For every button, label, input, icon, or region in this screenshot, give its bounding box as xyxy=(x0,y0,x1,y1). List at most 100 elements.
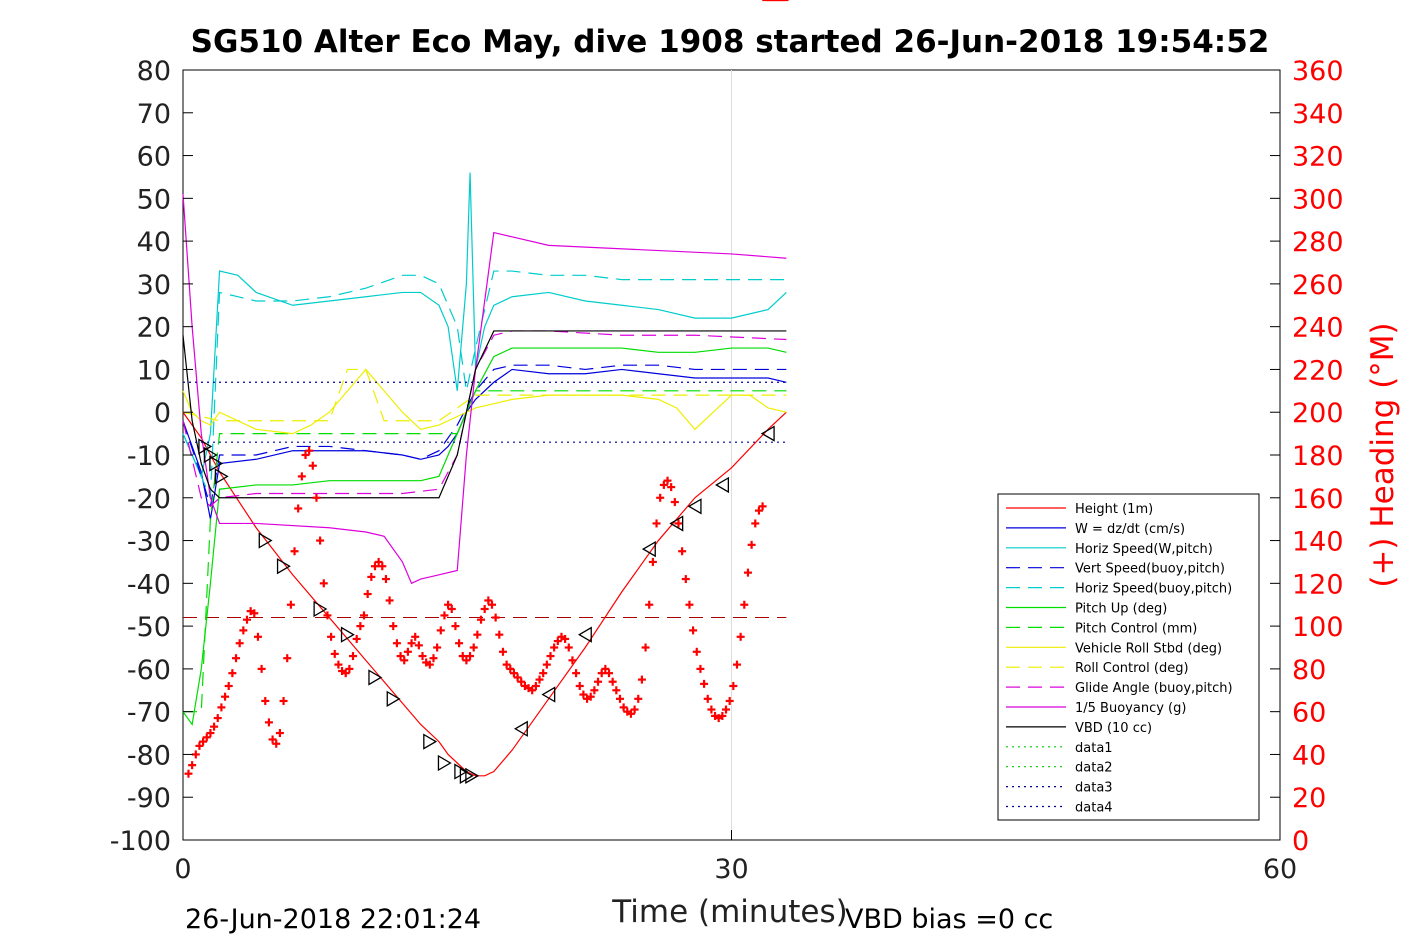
heading-point xyxy=(195,741,204,750)
heading-point xyxy=(264,718,273,727)
legend-entry: Pitch Control (mm) xyxy=(1006,621,1197,636)
legend-entry: Height (1m) xyxy=(1006,502,1153,517)
legend-label: data1 xyxy=(1075,741,1113,756)
y-tick-label: -10 xyxy=(127,441,171,472)
legend-label: data2 xyxy=(1075,761,1113,776)
heading-point xyxy=(210,722,219,731)
legend-entry: data4 xyxy=(1006,801,1113,816)
heading-point xyxy=(396,652,405,661)
heading-point xyxy=(279,696,288,705)
heading-point xyxy=(722,705,731,714)
legend-entry: Vert Speed(buoy,pitch) xyxy=(1006,562,1225,577)
legend-label: Horiz Speed(W,pitch) xyxy=(1075,542,1213,557)
depth-marker xyxy=(513,720,528,737)
heading-point xyxy=(498,647,507,656)
heading-point xyxy=(334,660,343,669)
y2-tick-label: 20 xyxy=(1292,783,1326,814)
y-tick-label: 20 xyxy=(137,313,171,344)
heading-point xyxy=(703,694,712,703)
y2-tick-label: 300 xyxy=(1292,184,1344,215)
heading-point xyxy=(659,480,668,489)
y-tick-label: -40 xyxy=(127,569,171,600)
heading-point xyxy=(531,682,540,690)
heading-point xyxy=(696,664,705,673)
heading-point xyxy=(586,692,595,701)
legend: Height (1m) W = dz/dt (cm/s) Horiz Speed(W… xyxy=(997,493,1260,821)
heading-point xyxy=(597,669,606,678)
heading-point xyxy=(286,600,295,609)
heading-point xyxy=(689,626,698,635)
heading-point xyxy=(652,519,661,528)
heading-point xyxy=(232,654,241,663)
heading-point xyxy=(433,643,442,652)
heading-point xyxy=(191,750,200,759)
series-line-4 xyxy=(182,270,787,499)
heading-point xyxy=(601,664,610,673)
heading-point xyxy=(418,652,427,661)
y-tick-label: 30 xyxy=(137,270,171,301)
y-tick-label: -70 xyxy=(127,698,171,729)
y2-tick-label: 340 xyxy=(1292,99,1344,130)
depth-marker xyxy=(258,532,273,549)
heading-point xyxy=(678,547,687,556)
heading-point xyxy=(206,729,215,738)
y2-tick-label: 280 xyxy=(1292,227,1344,258)
legend-label: W = dz/dt (cm/s) xyxy=(1075,522,1185,537)
y2-axis-label: (+) Heading (°M) xyxy=(1365,322,1401,587)
heading-point xyxy=(228,669,237,678)
y-axis-left: 80 70 60 50 40 30 20 10 0 -10 -20 -30 -40 -50 -60 -70 -8… xyxy=(110,56,193,857)
y-tick-label: 80 xyxy=(137,56,171,87)
y-tick-label: -80 xyxy=(127,740,171,771)
heading-point xyxy=(572,669,581,678)
legend-entry: Horiz Speed(buoy,pitch) xyxy=(1006,582,1232,597)
triangle-markers xyxy=(198,425,775,784)
heading-point xyxy=(718,711,727,720)
heading-point xyxy=(381,575,390,584)
heading-point xyxy=(239,626,248,635)
heading-point xyxy=(367,572,376,581)
y2-tick-label: 360 xyxy=(1292,56,1344,87)
heading-point xyxy=(502,660,511,669)
heading-point xyxy=(681,575,690,584)
y-tick-label: -60 xyxy=(127,655,171,686)
heading-point xyxy=(517,677,526,686)
heading-point xyxy=(312,493,321,502)
heading-point xyxy=(261,696,270,705)
heading-point xyxy=(349,652,358,661)
heading-point xyxy=(374,557,383,566)
heading-point xyxy=(308,461,317,470)
heading-point xyxy=(403,647,412,656)
heading-point xyxy=(455,639,464,648)
heading-point xyxy=(188,761,197,770)
heading-point xyxy=(436,626,445,635)
y-tick-label: 40 xyxy=(137,227,171,258)
heading-point xyxy=(477,615,486,624)
heading-point xyxy=(370,562,379,571)
series-line-1 xyxy=(182,368,787,520)
heading-point xyxy=(462,656,471,665)
y-tick-label: -20 xyxy=(127,484,171,515)
y2-tick-label: 240 xyxy=(1292,313,1344,344)
heading-point xyxy=(626,709,635,718)
depth-marker xyxy=(465,767,480,784)
y2-tick-label: 200 xyxy=(1292,398,1344,429)
legend-entry: W = dz/dt (cm/s) xyxy=(1006,522,1185,537)
depth-marker xyxy=(340,626,355,643)
footer-timestamp: 26-Jun-2018 22:01:24 xyxy=(185,904,481,935)
heading-point xyxy=(392,639,401,648)
heading-point xyxy=(674,519,683,528)
legend-label: Height (1m) xyxy=(1075,502,1153,517)
heading-point xyxy=(400,656,409,665)
legend-label: data3 xyxy=(1075,781,1113,796)
chart-title: SG510 Alter Eco May, dive 1908 started 2… xyxy=(191,24,1270,60)
heading-point xyxy=(506,664,515,673)
heading-point xyxy=(480,605,489,613)
heading-point xyxy=(356,622,365,631)
heading-point xyxy=(495,630,504,639)
y-tick-label: 0 xyxy=(154,398,171,429)
heading-point xyxy=(319,579,328,588)
heading-point xyxy=(740,600,749,609)
x-tick-label: 30 xyxy=(714,854,748,885)
y-tick-label: 60 xyxy=(137,142,171,173)
heading-point xyxy=(630,705,639,714)
